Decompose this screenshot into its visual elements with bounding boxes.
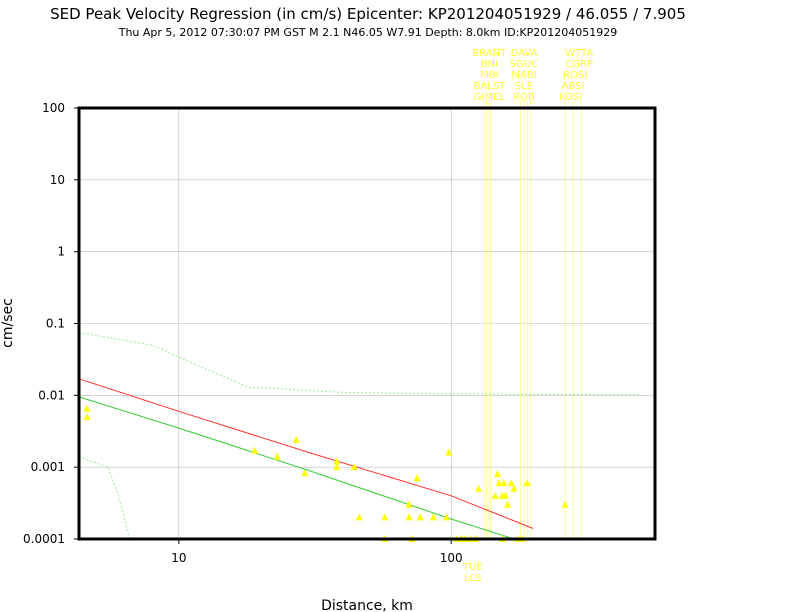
station-label: SGUC [510, 59, 538, 70]
station-label: ABSI [562, 81, 585, 92]
data-point [333, 463, 341, 471]
station-label: LLS [464, 573, 482, 584]
station-label: BNI [481, 59, 498, 70]
station-label: CGRP [565, 59, 593, 70]
data-points [83, 404, 569, 542]
chart-subtitle: Thu Apr 5, 2012 07:30:07 PM GST M 2.1 N4… [118, 26, 618, 39]
data-point [350, 463, 358, 471]
data-point [273, 452, 281, 460]
station-lines [483, 100, 582, 539]
y-axis-label: cm/sec [0, 298, 16, 348]
y-tick-label: 10 [50, 173, 65, 187]
data-point [405, 500, 413, 508]
data-point [491, 491, 499, 499]
data-point [83, 404, 91, 412]
station-label: ROSI [563, 70, 587, 81]
data-point [523, 479, 531, 487]
data-point [475, 484, 483, 492]
data-point [301, 469, 309, 477]
station-label: SLE [515, 81, 533, 92]
regression-curve [78, 378, 534, 529]
station-label: ROB [513, 92, 535, 103]
regression-curve [78, 396, 515, 540]
station-label: DAVA [511, 48, 538, 59]
data-point [251, 446, 259, 454]
x-tick-label: 100 [440, 551, 463, 565]
data-point [333, 457, 341, 465]
data-point [494, 470, 502, 478]
data-point [561, 500, 569, 508]
regression-curve [78, 456, 131, 540]
y-tick-label: 0.0001 [23, 532, 65, 546]
data-point [83, 412, 91, 420]
y-axis-ticks: 0.0001 0.001 0.01 0.1 1 10 100 [23, 101, 79, 546]
regression-curves [78, 332, 642, 540]
station-label: GIMEL [474, 92, 506, 103]
grid [79, 107, 655, 540]
data-point [500, 479, 508, 487]
data-point [510, 484, 518, 492]
data-point [445, 448, 453, 456]
data-point [429, 513, 437, 521]
station-labels: BRANT DAVA WTTA BNI SGUC CGRP MBI MABI ROSI BALST… [462, 48, 593, 584]
station-label: BALST [473, 81, 506, 92]
station-label: MBI [480, 70, 498, 81]
data-point [416, 513, 424, 521]
data-point [292, 435, 300, 443]
station-label: WTTA [565, 48, 593, 59]
x-axis-label: Distance, km [321, 598, 413, 612]
station-label: MABI [511, 70, 536, 81]
y-tick-label: 100 [42, 101, 65, 115]
x-axis-ticks: 10 100 [171, 539, 463, 565]
station-label: BRANT [472, 48, 507, 59]
data-point [504, 500, 512, 508]
regression-curve [78, 332, 642, 396]
data-point [495, 479, 503, 487]
station-label: KOSI [559, 92, 582, 103]
data-point [381, 513, 389, 521]
chart-title: SED Peak Velocity Regression (in cm/s) E… [50, 5, 686, 23]
data-point [405, 513, 413, 521]
x-tick-label: 10 [171, 551, 186, 565]
station-label: TUE [462, 562, 483, 573]
data-point [413, 474, 421, 482]
data-point [501, 491, 509, 499]
y-tick-label: 0.001 [31, 460, 65, 474]
data-point [355, 513, 363, 521]
y-tick-label: 0.01 [38, 388, 65, 402]
y-tick-label: 1 [57, 245, 65, 259]
data-point [507, 479, 515, 487]
y-tick-label: 0.1 [46, 317, 65, 331]
data-point [442, 513, 450, 521]
